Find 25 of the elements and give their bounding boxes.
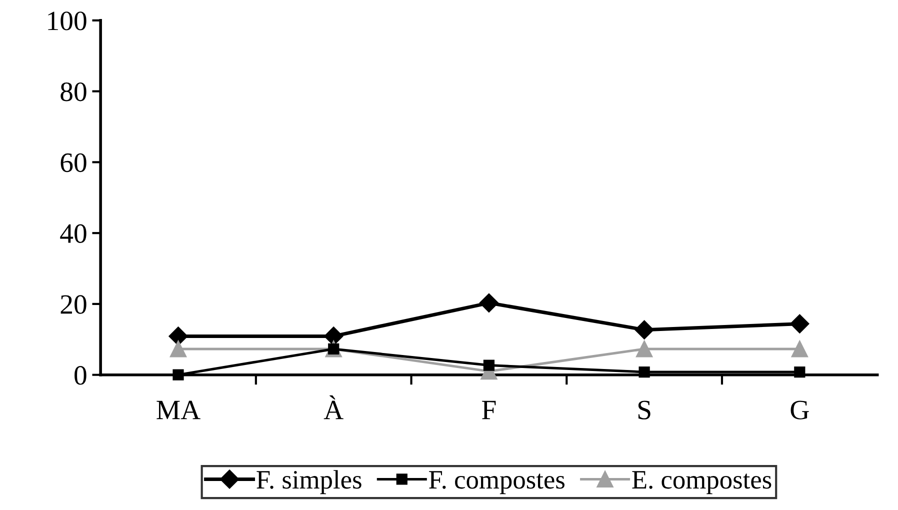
x-tick-label: S: [638, 400, 650, 420]
y-tick-label: 0: [74, 366, 86, 385]
point: [790, 314, 810, 334]
point: [638, 366, 650, 378]
x-tick-label: À: [324, 395, 344, 420]
legend-label: E. compostes: [632, 471, 772, 494]
x-tick-label: MA: [156, 400, 200, 420]
point: [483, 360, 495, 371]
y-tick-label: 80: [60, 82, 86, 102]
x-tick-label: F: [482, 400, 496, 420]
point: [168, 326, 188, 346]
point: [170, 340, 187, 358]
legend-label: F. simples: [256, 470, 362, 494]
point: [791, 340, 808, 358]
y-tick-label: 100: [48, 12, 86, 30]
point: [479, 293, 498, 312]
x-tick-label: G: [790, 400, 809, 420]
y-tick-label: 60: [60, 153, 86, 172]
point: [172, 369, 184, 380]
y-tick-label: 40: [60, 224, 86, 243]
point: [636, 340, 653, 358]
point: [794, 366, 806, 378]
point: [634, 320, 654, 340]
y-tick-label: 20: [60, 295, 86, 314]
legend-label: F. compostes: [429, 471, 564, 494]
